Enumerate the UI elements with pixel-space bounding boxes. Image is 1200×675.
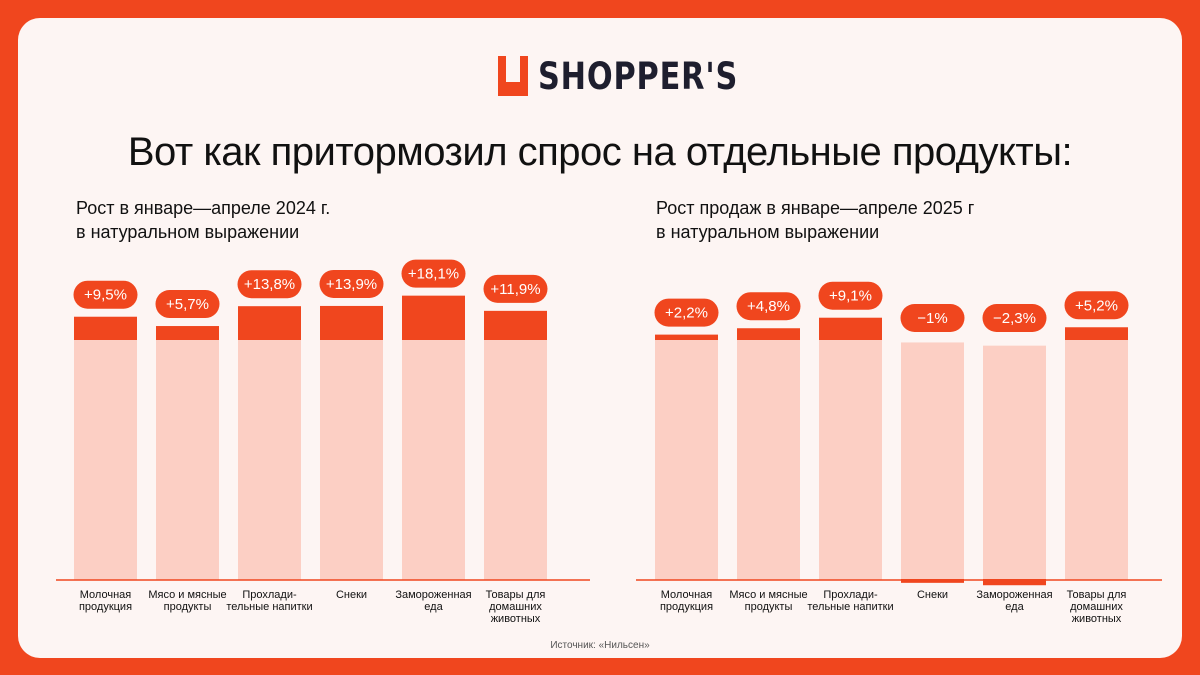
tick-label: домашних	[489, 601, 542, 613]
value-bubble	[900, 304, 965, 332]
shopping-bag-icon	[498, 56, 528, 96]
chart-title-line: Рост в январе—апреле 2024 г.	[76, 198, 331, 218]
tick-label: тельные напитки	[226, 601, 312, 613]
tick-label: Прохлади-	[242, 589, 297, 601]
bar-base	[402, 340, 465, 580]
chart-title-line: в натуральном выражении	[656, 222, 880, 242]
bar-base	[737, 340, 800, 580]
source-note: Источник: «Нильсен»	[550, 640, 650, 651]
tick-label: еда	[424, 601, 443, 613]
tick-label: Товары для	[1067, 589, 1127, 601]
tick-label: еда	[1005, 601, 1024, 613]
value-bubble	[73, 280, 138, 309]
bar-decline	[983, 579, 1046, 586]
tick-label: животных	[1072, 613, 1122, 625]
infographic-card: SHOPPER'S Вот как притормозил спрос на о…	[18, 18, 1182, 658]
brand-name: SHOPPER'S	[538, 54, 739, 98]
tick-label: животных	[491, 613, 541, 625]
tick-label: Молочная	[661, 589, 713, 601]
bar-base	[901, 342, 964, 580]
value-bubble	[1064, 291, 1129, 320]
value-bubble	[654, 298, 719, 327]
tick-label: продукты	[745, 601, 793, 613]
value-bubble	[736, 292, 801, 321]
bar-growth	[156, 326, 219, 340]
bar-base	[156, 340, 219, 580]
bar-base	[238, 340, 301, 580]
data-label: −1%	[917, 310, 947, 327]
bar-base	[983, 345, 1046, 580]
bar-base	[1065, 340, 1128, 580]
bar-growth	[402, 295, 465, 340]
value-bubble	[401, 259, 466, 288]
bar-decline	[901, 579, 964, 583]
bar-base	[819, 340, 882, 580]
data-label: +9,1%	[829, 288, 872, 305]
data-label: −2,3%	[993, 310, 1036, 327]
tick-label: домашних	[1070, 601, 1123, 613]
bar-growth	[74, 316, 137, 340]
chart-title-line: Рост продаж в январе—апреле 2025 г	[656, 198, 975, 218]
data-label: +5,7%	[166, 296, 209, 313]
data-label: +2,2%	[665, 305, 708, 322]
data-label: +9,5%	[84, 287, 127, 304]
bar-growth	[238, 306, 301, 340]
tick-label: Мясо и мясные	[148, 589, 226, 601]
value-bubble	[483, 274, 548, 303]
tick-label: Замороженная	[976, 589, 1052, 601]
data-label: +13,8%	[244, 276, 295, 293]
tick-label: Снеки	[336, 589, 367, 601]
bar-growth	[819, 317, 882, 340]
value-bubble	[237, 270, 302, 299]
bar-base	[74, 340, 137, 580]
value-bubble	[982, 304, 1047, 332]
data-label: +4,8%	[747, 298, 790, 315]
bar-growth	[320, 305, 383, 340]
tick-label: Снеки	[917, 589, 948, 601]
tick-label: продукция	[79, 601, 132, 613]
value-bubble	[155, 290, 220, 319]
value-bubble	[818, 281, 883, 310]
page-title: Вот как притормозил спрос на отдельные п…	[127, 130, 1073, 174]
tick-label: продукция	[660, 601, 713, 613]
bar-growth	[484, 310, 547, 340]
bar-base	[484, 340, 547, 580]
data-label: +5,2%	[1075, 297, 1118, 314]
chart-title-2025: Рост продаж в январе—апреле 2025 г в нат…	[656, 196, 996, 244]
tick-label: продукты	[164, 601, 212, 613]
bar-growth	[655, 334, 718, 340]
chart-title-line: в натуральном выражении	[76, 222, 300, 242]
tick-label: Товары для	[486, 589, 546, 601]
tick-label: Прохлади-	[823, 589, 878, 601]
tick-label: тельные напитки	[807, 601, 893, 613]
data-label: +18,1%	[408, 266, 459, 283]
tick-label: Мясо и мясные	[729, 589, 807, 601]
tick-label: Замороженная	[395, 589, 471, 601]
data-label: +13,9%	[326, 276, 377, 293]
chart-title-2024: Рост в январе—апреле 2024 г. в натуральн…	[76, 196, 416, 244]
brand-logo: SHOPPER'S	[498, 54, 782, 98]
bar-growth	[737, 328, 800, 340]
tick-label: Молочная	[80, 589, 132, 601]
bar-base	[320, 340, 383, 580]
value-bubble	[319, 269, 384, 298]
bar-base	[655, 340, 718, 580]
bar-growth	[1065, 327, 1128, 340]
data-label: +11,9%	[490, 281, 540, 298]
